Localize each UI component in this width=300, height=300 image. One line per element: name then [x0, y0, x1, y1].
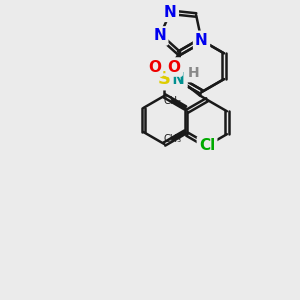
Text: O: O — [148, 59, 161, 74]
Text: N: N — [195, 33, 208, 48]
Text: N: N — [164, 5, 177, 20]
Text: H: H — [188, 66, 200, 80]
Text: O: O — [168, 59, 181, 74]
Text: CH₃: CH₃ — [164, 134, 181, 144]
Text: N: N — [173, 72, 185, 87]
Text: N: N — [171, 72, 184, 87]
Text: S: S — [158, 70, 171, 88]
Text: CH₃: CH₃ — [164, 95, 181, 106]
Text: Cl: Cl — [199, 138, 215, 153]
Text: N: N — [154, 28, 166, 44]
